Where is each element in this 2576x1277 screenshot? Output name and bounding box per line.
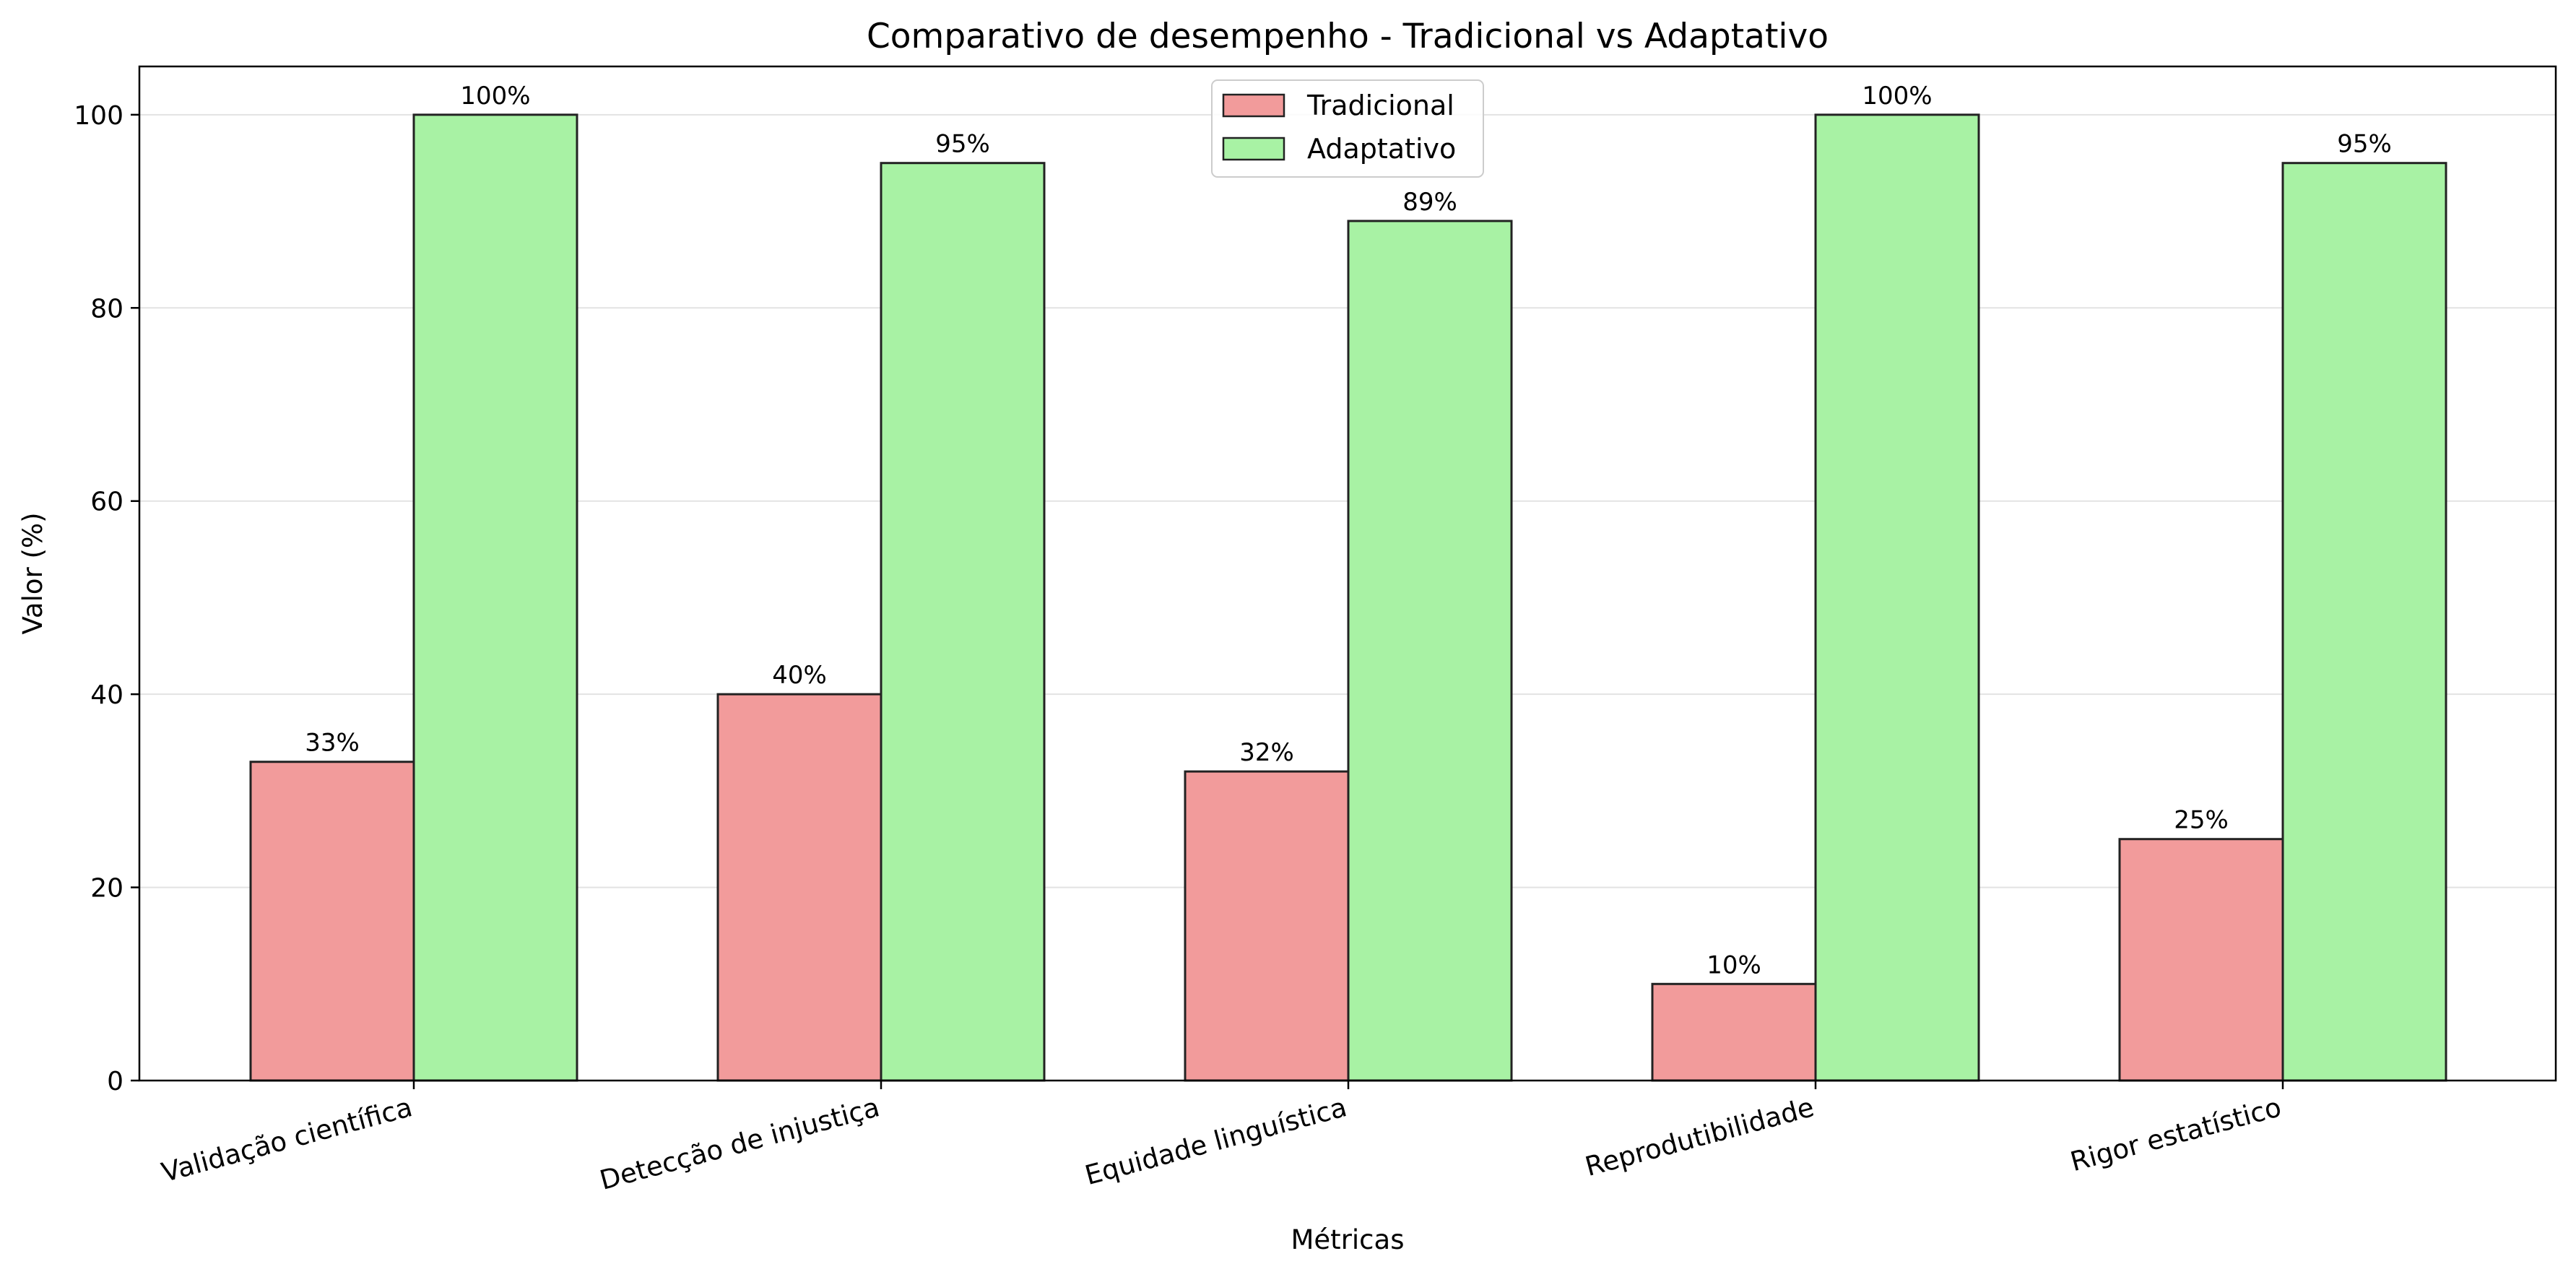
x-tick-label: Rigor estatístico — [2067, 1091, 2284, 1177]
legend: Tradicional Adaptativo — [1211, 79, 1484, 178]
x-axis-label: Métricas — [1291, 1224, 1405, 1255]
legend-swatch-adaptativo — [1222, 137, 1285, 161]
bar-adaptativo-validacao-cientifica — [412, 113, 578, 1082]
x-tick-label: Detecção de injustiça — [597, 1091, 882, 1196]
y-tick-label: 100 — [74, 101, 123, 131]
x-tick-label: Reprodutibilidade — [1582, 1091, 1818, 1182]
y-axis-label: Valor (%) — [17, 512, 48, 634]
legend-label-adaptativo: Adaptativo — [1307, 133, 1456, 165]
data-label: 89% — [1402, 188, 1457, 217]
data-label: 33% — [305, 729, 360, 758]
data-label: 100% — [460, 82, 530, 111]
bar-tradicional-reprodutibilidade — [1651, 982, 1817, 1082]
data-label: 95% — [2337, 130, 2392, 159]
bar-adaptativo-deteccao-de-injustica — [880, 162, 1046, 1082]
data-label: 40% — [772, 661, 827, 690]
bar-adaptativo-equidade-linguistica — [1347, 220, 1513, 1082]
y-tick-label: 20 — [90, 874, 123, 904]
bars — [249, 113, 2447, 1082]
chart-title: Comparativo de desempenho - Tradicional … — [867, 17, 1829, 56]
data-label: 32% — [1239, 738, 1294, 767]
y-tick-label: 80 — [90, 294, 123, 324]
bar-adaptativo-rigor-estatistico — [2281, 162, 2447, 1082]
bar-tradicional-equidade-linguistica — [1184, 770, 1350, 1082]
x-axis-ticks: Validação científica Detecção de injustiç… — [158, 1081, 2284, 1196]
data-label: 10% — [1707, 951, 1761, 979]
y-tick-label: 40 — [90, 680, 123, 710]
data-label: 95% — [935, 130, 990, 159]
bar-adaptativo-reprodutibilidade — [1814, 113, 1980, 1082]
legend-label-tradicional: Tradicional — [1306, 90, 1454, 121]
x-tick-label: Validação científica — [158, 1091, 415, 1188]
y-tick-label: 60 — [90, 488, 123, 517]
y-axis-ticks: 0 20 40 60 80 100 — [74, 101, 139, 1096]
data-labels: 33% 40% 32% 10% 25% 100% 95% 89% 100% 95% — [305, 82, 2392, 979]
x-tick-label: Equidade linguística — [1082, 1091, 1350, 1191]
bar-tradicional-rigor-estatistico — [2118, 838, 2284, 1082]
data-label: 100% — [1862, 82, 1932, 111]
data-label: 25% — [2174, 806, 2229, 835]
bar-tradicional-validacao-cientifica — [249, 761, 415, 1082]
y-tick-label: 0 — [107, 1067, 123, 1096]
legend-swatch-tradicional — [1222, 93, 1285, 118]
bar-tradicional-deteccao-de-injustica — [716, 693, 882, 1082]
